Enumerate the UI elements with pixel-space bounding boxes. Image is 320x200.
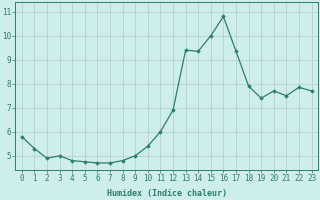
X-axis label: Humidex (Indice chaleur): Humidex (Indice chaleur) xyxy=(107,189,227,198)
